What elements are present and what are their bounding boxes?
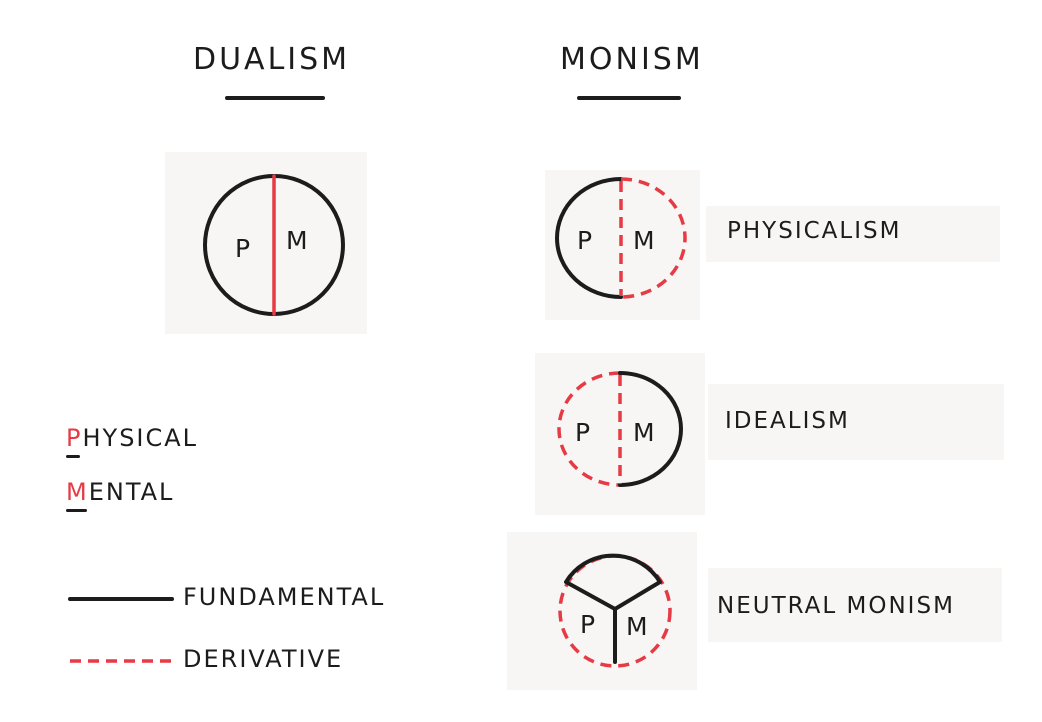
dualism-heading-underline [225,96,325,100]
physical-key: PHYSICAL [66,424,199,458]
neutral-monism-diagram: P M [558,553,672,668]
physicalism-m-letter: M [633,226,655,255]
physicalism-solid-arc [555,177,623,299]
neutral-m-letter: M [626,612,648,641]
physicalism-p-letter: P [577,226,592,255]
fundamental-label: FUNDAMENTAL [183,583,386,611]
idealism-label-panel [708,384,1004,460]
dualism-diagram: P M [203,174,345,316]
monism-heading: MONISM [560,42,704,77]
physical-key-initial: P [66,424,83,458]
neutral-monism-label: NEUTRAL MONISM [717,593,955,619]
derivative-label: DERIVATIVE [183,645,344,673]
physicalism-label: PHYSICALISM [727,218,902,244]
dualism-m-letter: M [286,226,308,255]
neutral-solid-wedge [564,553,662,611]
mental-key: MENTAL [66,478,175,512]
idealism-solid-arc [618,371,683,487]
mental-key-rest: ENTAL [88,478,175,506]
physicalism-dashed-arc [620,177,687,299]
monism-heading-underline [577,96,681,100]
physical-key-rest: HYSICAL [82,424,199,452]
idealism-diagram: P M [557,371,683,487]
dualism-heading: DUALISM [193,42,351,77]
neutral-label-panel [708,568,1002,642]
physicalism-label-panel [706,206,1000,262]
dualism-p-letter: P [235,234,250,263]
idealism-label: IDEALISM [725,408,850,434]
idealism-dashed-arc [557,371,621,487]
physicalism-diagram: P M [555,177,687,299]
mental-key-initial: M [66,478,89,512]
idealism-p-letter: P [575,418,590,447]
idealism-m-letter: M [633,418,655,447]
dualism-panel [165,152,367,334]
neutral-p-letter: P [580,610,595,639]
